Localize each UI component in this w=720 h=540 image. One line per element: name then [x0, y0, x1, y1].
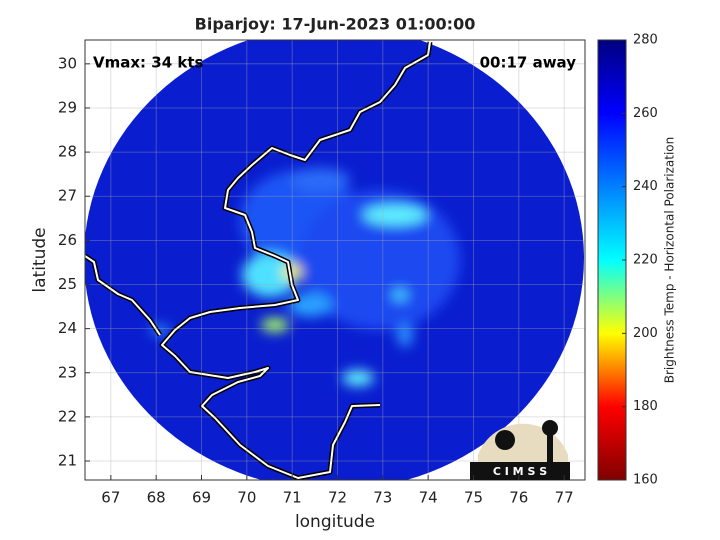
y-tick-label: 25	[58, 275, 77, 293]
x-tick-label: 70	[237, 489, 256, 507]
colorbar-tick-label: 280	[633, 33, 658, 48]
x-tick-label: 68	[147, 489, 166, 507]
colorbar-tick-label: 200	[633, 326, 658, 341]
colorbar-tick-label: 260	[633, 106, 658, 121]
x-tick-label: 75	[464, 489, 483, 507]
y-tick-label: 27	[58, 187, 77, 205]
y-axis-label: latitude	[30, 227, 50, 292]
x-tick-label: 72	[328, 489, 347, 507]
y-tick-label: 24	[58, 319, 77, 337]
x-tick-label: 74	[419, 489, 438, 507]
x-tick-label: 77	[555, 489, 574, 507]
y-tick-label: 21	[58, 452, 77, 470]
x-tick-label: 73	[373, 489, 392, 507]
y-tick-label: 30	[58, 54, 77, 72]
satellite-image	[85, 40, 584, 480]
x-axis-label: longitude	[295, 512, 375, 532]
colorbar-tick-label: 160	[633, 473, 658, 488]
colorbar-tick-label: 220	[633, 253, 658, 268]
grid	[85, 40, 585, 480]
x-tick-label: 67	[101, 489, 120, 507]
colorbar-label: Brightness Temp - Horizontal Polarizatio…	[663, 137, 677, 384]
colorbar-tick-label: 180	[633, 399, 658, 414]
y-tick-label: 29	[58, 98, 77, 116]
y-tick-label: 23	[58, 363, 77, 381]
plot-frame	[84, 39, 586, 481]
x-tick-label: 76	[509, 489, 528, 507]
time-annotation: 00:17 away	[480, 54, 577, 72]
y-tick-label: 28	[58, 143, 77, 161]
colorbar	[597, 39, 627, 481]
coastline	[85, 41, 433, 480]
y-tick-label: 26	[58, 231, 77, 249]
title: Biparjoy: 17-Jun-2023 01:00:00	[195, 15, 476, 34]
x-tick-label: 69	[192, 489, 211, 507]
logo: C I M S S	[470, 420, 570, 480]
colorbar-tick-label: 240	[633, 179, 658, 194]
y-tick-label: 22	[58, 407, 77, 425]
vmax-annotation: Vmax: 34 kts	[93, 54, 203, 72]
logo-text: C I M S S	[493, 465, 547, 478]
x-tick-label: 71	[283, 489, 302, 507]
